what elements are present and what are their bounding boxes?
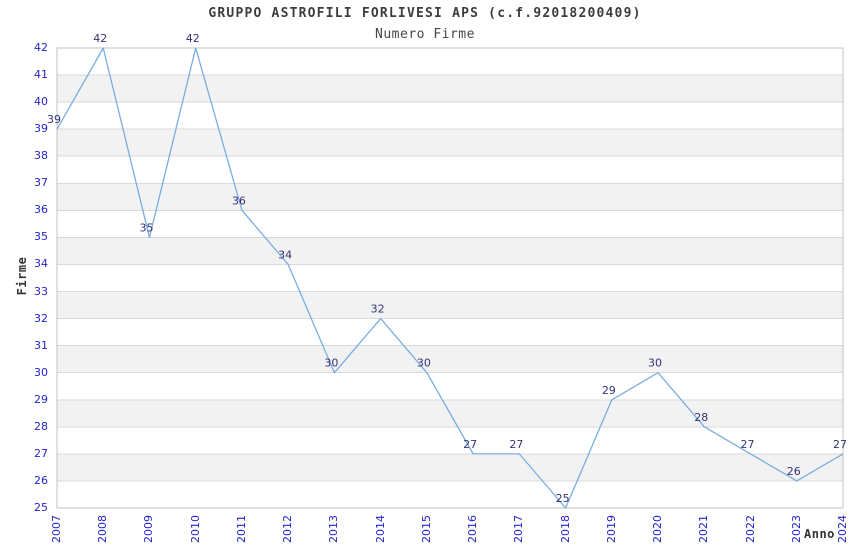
y-tick-label: 25 (34, 501, 48, 514)
grid-band (57, 129, 843, 157)
x-tick-label: 2017 (512, 515, 526, 543)
y-tick-label: 26 (34, 473, 48, 487)
x-tick-label: 2014 (373, 515, 387, 543)
grid-band (57, 426, 843, 454)
value-label: 30 (648, 357, 662, 370)
value-label: 42 (93, 32, 107, 45)
x-tick-label: 2018 (558, 515, 572, 543)
grid-band (57, 75, 843, 103)
value-label: 36 (232, 194, 246, 207)
grid-band (57, 48, 843, 76)
x-axis-title: Anno (804, 527, 835, 541)
x-tick-label: 2019 (604, 515, 618, 543)
value-label: 42 (186, 32, 200, 45)
x-tick-label: 2015 (419, 515, 433, 543)
value-label: 29 (602, 384, 616, 397)
grid-band (57, 480, 843, 508)
grid-band (57, 237, 843, 265)
grid-band (57, 318, 843, 346)
grid-band (57, 264, 843, 292)
x-tick-label: 2022 (743, 515, 757, 543)
y-tick-label: 28 (34, 419, 48, 433)
y-tick-label: 41 (34, 68, 48, 82)
x-tick-label: 2007 (50, 515, 63, 543)
x-tick-label: 2016 (466, 515, 480, 543)
y-tick-label: 33 (34, 284, 48, 298)
x-tick-label: 2024 (836, 515, 849, 543)
plot-frame (56, 47, 844, 509)
y-tick-label: 37 (34, 176, 48, 190)
value-label: 30 (324, 357, 338, 370)
y-tick-label: 38 (34, 149, 48, 163)
grid-band (57, 345, 843, 373)
value-label: 39 (47, 113, 61, 126)
y-tick-label: 35 (34, 230, 48, 244)
value-label: 35 (139, 221, 153, 234)
x-tick-label: 2010 (188, 515, 202, 543)
grid-band (57, 102, 843, 130)
y-tick-label: 27 (34, 446, 48, 460)
chart-subtitle: Numero Firme (375, 27, 475, 42)
value-label: 32 (371, 303, 385, 316)
value-label: 27 (509, 438, 523, 451)
grid-band (57, 453, 843, 481)
y-tick-label: 36 (34, 203, 48, 217)
y-tick-label: 40 (34, 95, 48, 109)
x-tick-label: 2020 (651, 515, 665, 543)
y-tick-label: 39 (34, 122, 48, 136)
grid-band (57, 183, 843, 211)
x-tick-label: 2013 (327, 515, 341, 543)
x-tick-label: 2011 (234, 515, 248, 543)
value-label: 27 (833, 438, 847, 451)
grid-band (57, 156, 843, 184)
value-label: 26 (787, 465, 801, 478)
y-tick-label: 31 (34, 338, 48, 352)
x-tick-label: 2009 (142, 515, 156, 543)
y-tick-label: 29 (34, 392, 48, 406)
grid-band (57, 210, 843, 238)
grid-band (57, 372, 843, 400)
x-tick-label: 2021 (697, 515, 711, 543)
y-tick-label: 30 (34, 365, 48, 379)
x-tick-label: 2008 (96, 515, 110, 543)
x-tick-label: 2023 (789, 515, 803, 543)
value-label: 27 (463, 438, 477, 451)
series-line (56, 47, 844, 509)
value-label: 34 (278, 248, 292, 261)
value-label: 27 (741, 438, 755, 451)
x-tick-label: 2012 (281, 515, 295, 543)
y-tick-label: 42 (34, 41, 48, 54)
value-label: 30 (417, 357, 431, 370)
value-label: 28 (694, 411, 708, 424)
grid-band (57, 291, 843, 319)
y-tick-label: 34 (34, 257, 48, 271)
chart-title: GRUPPO ASTROFILI FORLIVESI APS (c.f.9201… (208, 6, 642, 21)
value-label: 25 (556, 492, 570, 505)
y-tick-label: 32 (34, 311, 48, 325)
